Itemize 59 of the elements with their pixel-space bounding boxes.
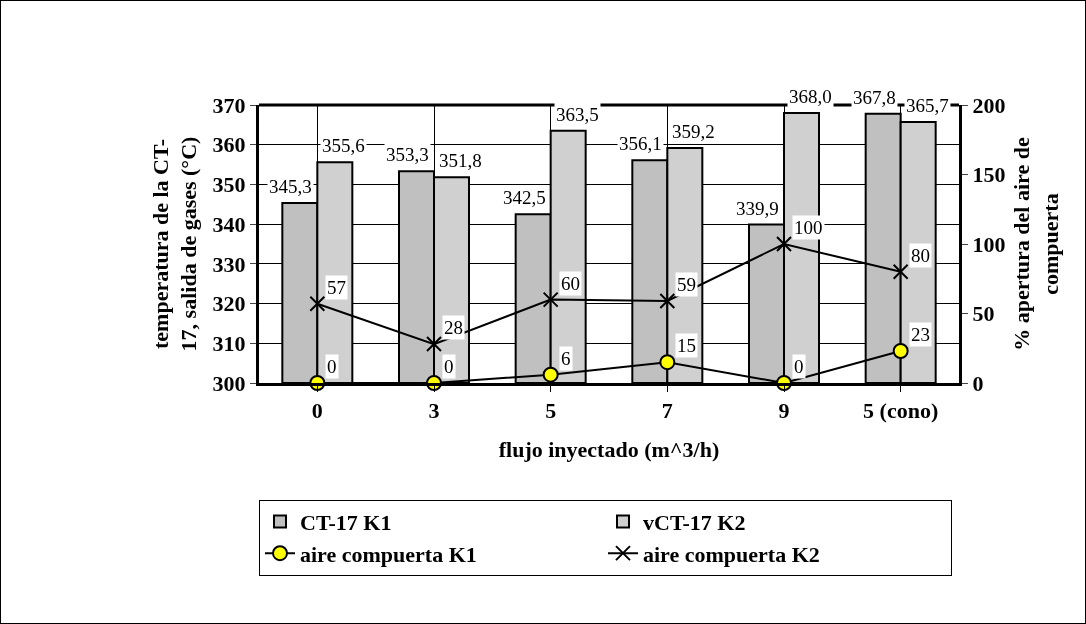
data-label: 367,8 <box>853 87 896 108</box>
data-label: 355,6 <box>322 135 365 156</box>
data-label: 57 <box>327 277 346 298</box>
x-axis-title: flujo inyectado (m^3/h) <box>498 437 720 463</box>
data-label: 365,7 <box>906 95 949 116</box>
data-label: 100 <box>794 217 823 238</box>
data-label: 15 <box>677 335 696 356</box>
x-tick-label: 7 <box>661 398 673 424</box>
y-tick-label: 330 <box>212 251 246 277</box>
y2-tick-label: 200 <box>972 92 1006 118</box>
data-label: 345,3 <box>269 176 312 197</box>
y-tick-label: 300 <box>212 370 246 396</box>
y-tick-label: 320 <box>212 291 246 317</box>
y2-tick-label: 100 <box>972 231 1006 257</box>
point <box>659 292 676 309</box>
data-label: 80 <box>911 245 930 266</box>
legend-label: CT-17 K1 <box>300 510 392 536</box>
y-tick-label: 360 <box>212 132 246 158</box>
data-label: 28 <box>444 317 463 338</box>
y2-axis-title: % apertura del aire de compuerta <box>1009 137 1063 351</box>
y-axis-title: temperatura de la CT-17, salida de gases (°C) <box>147 136 202 352</box>
y-tick-label: 370 <box>212 92 246 118</box>
y-tick-label: 340 <box>212 211 246 237</box>
x-tick-label: 5 (cono) <box>863 398 939 424</box>
point <box>542 366 559 383</box>
data-label: 368,0 <box>789 86 832 107</box>
legend-label: aire compuerta K1 <box>300 541 477 567</box>
legend-label: aire compuerta K2 <box>643 541 820 567</box>
point <box>659 354 676 371</box>
y2-tick-label: 150 <box>972 162 1006 188</box>
data-label: 342,5 <box>503 187 546 208</box>
data-label: 23 <box>911 324 930 345</box>
data-label: 353,3 <box>386 144 429 165</box>
x-tick-label: 5 <box>545 398 557 424</box>
point <box>776 236 792 252</box>
x-tick-label: 0 <box>311 398 323 424</box>
y2-tick-label: 50 <box>972 301 995 327</box>
data-label: 0 <box>327 356 337 377</box>
point <box>309 295 326 312</box>
legend-label: vCT-17 K2 <box>643 510 746 536</box>
point <box>426 336 442 353</box>
y-tick-label: 350 <box>212 172 246 198</box>
data-label: 6 <box>561 348 571 369</box>
x-tick-label: 3 <box>428 398 440 424</box>
y-tick-label: 310 <box>212 330 246 356</box>
point <box>892 343 909 360</box>
data-label: 356,1 <box>619 133 662 154</box>
data-label: 339,9 <box>736 198 779 219</box>
point <box>892 263 909 280</box>
data-label: 60 <box>561 273 580 294</box>
data-label: 0 <box>794 356 804 377</box>
y2-tick-label: 0 <box>972 370 984 396</box>
point <box>542 291 559 308</box>
data-label: 351,8 <box>439 150 482 171</box>
data-label: 363,5 <box>556 104 599 125</box>
x-tick-label: 9 <box>778 398 790 424</box>
data-label: 59 <box>677 274 696 295</box>
data-label: 359,2 <box>672 121 715 142</box>
data-label: 0 <box>444 356 454 377</box>
